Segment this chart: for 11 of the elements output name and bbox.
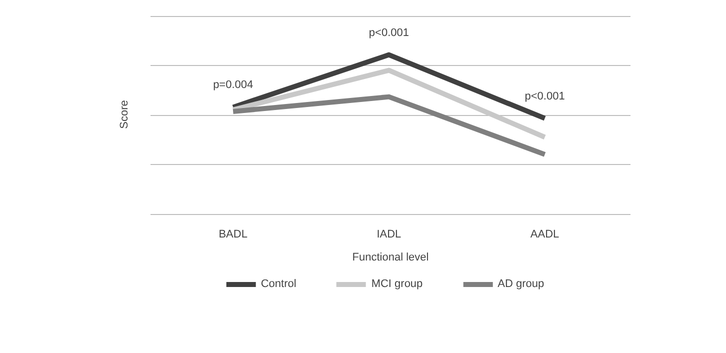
x-axis-title: Functional level (352, 252, 429, 264)
legend-label: Control (260, 278, 296, 290)
legend-label: MCI group (371, 278, 423, 290)
annotation: p=0.004 (213, 79, 254, 92)
y-axis-title: Score (118, 100, 130, 129)
x-tick-label: IADL (376, 228, 402, 240)
x-tick-label: BADL (218, 228, 248, 240)
annotation: p<0.001 (524, 90, 565, 102)
x-tick-label: AADL (530, 228, 560, 240)
legend-label: AD group (498, 278, 544, 290)
text: p<0.001 (368, 26, 409, 39)
